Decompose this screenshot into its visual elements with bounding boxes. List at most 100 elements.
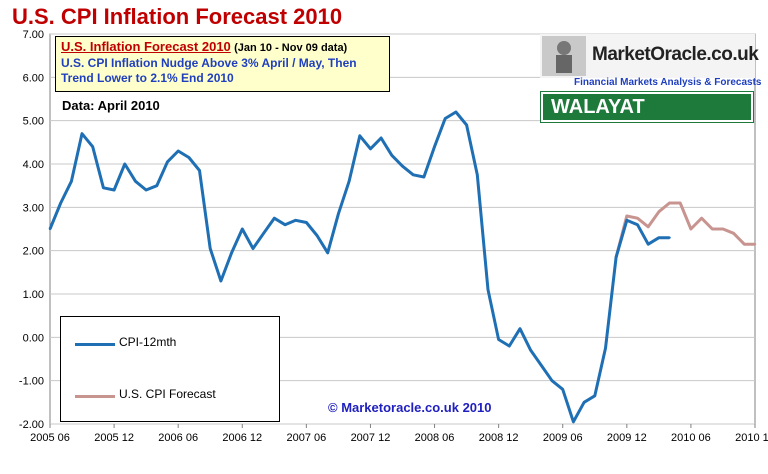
- data-point: [155, 184, 159, 187]
- data-point: [657, 210, 661, 213]
- data-point: [465, 123, 468, 127]
- series-line-forecast: [614, 201, 755, 258]
- walayat-logo-suffix: .COM: [629, 131, 657, 142]
- data-point: [700, 216, 703, 220]
- data-point: [614, 255, 618, 259]
- data-point: [209, 247, 212, 250]
- thinker-icon: [542, 36, 586, 76]
- data-point: [550, 379, 554, 382]
- data-point: [48, 227, 52, 231]
- info-line-1: U.S. CPI Inflation Nudge Above 3% April …: [61, 56, 357, 70]
- x-tick-label: 2005 06: [30, 432, 70, 444]
- y-tick-label: 1.00: [23, 289, 44, 301]
- data-point: [679, 201, 682, 205]
- data-point: [497, 338, 500, 341]
- y-tick-label: -1.00: [19, 376, 44, 388]
- data-point: [668, 236, 671, 239]
- data-point: [112, 188, 116, 192]
- x-tick-label: 2006 12: [222, 432, 262, 444]
- data-point: [486, 288, 490, 291]
- data-point: [315, 234, 319, 237]
- data-point: [134, 180, 137, 183]
- legend-swatch-cpi: [75, 343, 115, 346]
- data-point: [401, 164, 404, 168]
- x-tick-label: 2007 06: [286, 432, 326, 444]
- data-point: [444, 117, 447, 120]
- data-point: [508, 344, 511, 348]
- chart-legend: CPI-12mth U.S. CPI Forecast: [60, 316, 280, 422]
- data-point: [187, 156, 191, 159]
- x-tick-label: 2010 06: [671, 432, 711, 444]
- data-point: [433, 145, 436, 148]
- data-point: [721, 227, 725, 231]
- data-point: [337, 212, 340, 216]
- data-point: [625, 214, 629, 218]
- data-point: [176, 149, 180, 153]
- data-point: [604, 346, 607, 350]
- data-point: [711, 227, 714, 231]
- data-point: [283, 223, 287, 226]
- y-tick-label: 6.00: [23, 72, 44, 84]
- data-point: [657, 236, 661, 239]
- x-tick-label: 2008 06: [415, 432, 455, 444]
- data-point: [743, 242, 746, 246]
- x-tick-label: 2008 12: [479, 432, 519, 444]
- copyright-text: © Marketoracle.co.uk 2010: [328, 400, 492, 415]
- walayat-logo-text: WALAYAT STREET: [551, 96, 645, 144]
- data-point: [294, 219, 297, 222]
- data-point: [369, 147, 372, 151]
- data-point: [102, 186, 105, 190]
- data-point: [625, 219, 629, 222]
- data-point: [326, 251, 329, 255]
- data-date-label: Data: April 2010: [62, 98, 160, 113]
- data-point: [91, 145, 94, 148]
- data-point: [166, 160, 169, 164]
- legend-label-forecast: U.S. CPI Forecast: [119, 387, 216, 401]
- y-tick-label: 4.00: [23, 159, 44, 171]
- x-tick-label: 2006 06: [158, 432, 198, 444]
- data-point: [358, 134, 361, 138]
- legend-swatch-forecast: [75, 395, 115, 398]
- data-point: [518, 327, 522, 330]
- legend-label-cpi: CPI-12mth: [119, 335, 177, 349]
- data-point: [668, 201, 671, 205]
- x-tick-label: 2007 12: [351, 432, 391, 444]
- x-tick-label: 2010 12: [735, 432, 768, 444]
- y-tick-label: 5.00: [23, 116, 44, 128]
- data-point: [753, 242, 757, 246]
- forecast-info-box: U.S. Inflation Forecast 2010 (Jan 10 - N…: [55, 36, 390, 92]
- data-point: [411, 173, 415, 177]
- info-heading: U.S. Inflation Forecast 2010: [61, 39, 231, 54]
- data-point: [305, 221, 308, 224]
- x-tick-label: 2009 12: [607, 432, 647, 444]
- marketoracle-logo: MarketOracle.co.uk Financial Markets Ana…: [540, 34, 762, 88]
- data-point: [262, 232, 265, 235]
- data-point: [561, 388, 564, 391]
- data-point: [390, 154, 394, 157]
- marketoracle-logo-text: MarketOracle.co.uk: [592, 44, 759, 65]
- data-point: [347, 180, 351, 183]
- data-point: [529, 349, 532, 352]
- marketoracle-tagline: Financial Markets Analysis & Forecasts: [574, 77, 762, 88]
- data-point: [646, 225, 650, 229]
- x-tick-label: 2009 06: [543, 432, 583, 444]
- data-point: [230, 251, 233, 255]
- y-tick-label: 3.00: [23, 202, 44, 214]
- data-point: [572, 420, 575, 424]
- data-point: [454, 110, 458, 114]
- data-point: [59, 201, 62, 205]
- walayat-street-logo: WALAYAT STREET.COM: [540, 91, 754, 144]
- data-point: [593, 394, 596, 398]
- data-point: [123, 162, 126, 166]
- data-point: [241, 227, 244, 231]
- data-point: [80, 132, 84, 135]
- y-tick-label: 7.00: [23, 29, 44, 41]
- data-point: [582, 401, 586, 404]
- data-point: [219, 279, 223, 283]
- y-tick-label: 0.00: [23, 332, 44, 344]
- data-point: [144, 188, 148, 192]
- data-point: [646, 242, 650, 246]
- chart-title: U.S. CPI Inflation Forecast 2010: [12, 4, 343, 29]
- data-point: [379, 136, 383, 140]
- x-tick-label: 2005 12: [94, 432, 134, 444]
